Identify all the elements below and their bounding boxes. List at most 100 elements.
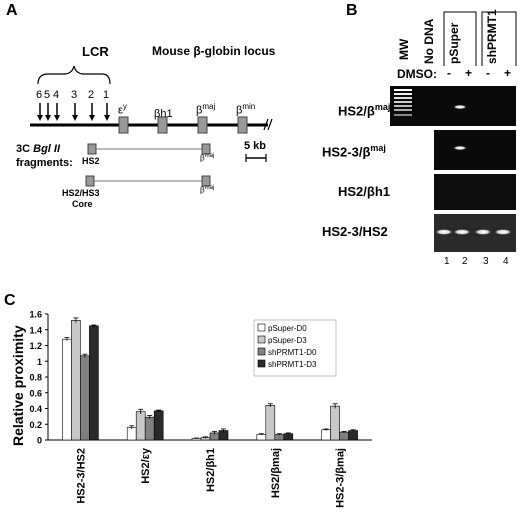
- bar-pSuper-D0-3: [256, 434, 267, 441]
- hs-number-5: 5: [44, 89, 51, 101]
- legend-label: shPRMT1-D3: [268, 360, 317, 369]
- category-label-1: HS2/εy: [140, 447, 152, 484]
- legend-swatch: [257, 335, 266, 344]
- gel-image: [390, 86, 516, 252]
- bar-shPRMT1-D0-3: [274, 434, 285, 441]
- lane-number-1: 1: [444, 256, 450, 267]
- globin-locus-map: [30, 65, 273, 187]
- bar-pSuper-D3-1: [135, 411, 146, 441]
- lcr-brace: [37, 65, 111, 85]
- fragment1-left-label: HS2: [82, 156, 100, 166]
- gel-band-row4-lane4: [494, 229, 512, 235]
- hs-arrow-head: [104, 115, 110, 121]
- category-label-3: HS2/βmaj: [270, 448, 282, 498]
- legend-label: shPRMT1-D0: [268, 348, 317, 357]
- legend-label: pSuper-D3: [268, 336, 307, 345]
- legend-swatch: [257, 359, 266, 368]
- y-tick-label: 0.6: [29, 388, 42, 398]
- scale-label: 5 kb: [244, 140, 267, 152]
- bar-pSuper-D3-3: [265, 405, 276, 441]
- gel-row-label-3: HS2/βh1: [338, 184, 391, 199]
- gene-box-bmin: [237, 116, 248, 134]
- category-label-2: HS2/βh1: [205, 448, 217, 492]
- gene-label-ey: εy: [118, 102, 127, 117]
- psuper-bracket: [443, 11, 477, 66]
- hs-arrow-head: [45, 115, 51, 121]
- fragment2-right-box: [201, 175, 211, 187]
- fragment1-right-label: βmaj: [200, 153, 215, 163]
- bar-shPRMT1-D3-4: [348, 430, 358, 441]
- hs-arrow-head: [37, 115, 43, 121]
- legend-swatch: [257, 323, 266, 332]
- panel-letter-b: B: [346, 2, 358, 19]
- hs-number-2: 2: [88, 89, 95, 101]
- legend-label: pSuper-D0: [268, 324, 307, 333]
- hs-arrow-head: [72, 115, 78, 121]
- shprmt1-bracket: [481, 11, 517, 66]
- dmso-sign-3: -: [486, 66, 490, 80]
- gel-band-row4-lane1: [435, 229, 453, 235]
- legend-swatch: [257, 347, 266, 356]
- bar-shPRMT1-D0-1: [144, 416, 155, 441]
- gel-row-label-1: HS2/βmaj: [338, 102, 391, 119]
- line-break-mark: [263, 118, 269, 131]
- y-tick-label: 0.2: [29, 420, 42, 430]
- fragments-label-line1: 3C Bgl II: [16, 143, 61, 155]
- dmso-sign-4: +: [504, 66, 512, 80]
- gene-box-bmaj: [197, 116, 208, 134]
- y-tick-label: 0.8: [29, 373, 42, 383]
- fragment2-left-label-line1: HS2/HS3: [62, 188, 100, 198]
- y-tick-label: 1.4: [29, 325, 42, 335]
- legend-box: [253, 319, 337, 377]
- panel-letter-c: C: [4, 292, 16, 309]
- lane-number-2: 2: [462, 256, 468, 267]
- category-label-0: HS2-3/HS2: [75, 448, 87, 504]
- gel-panel-row2: [434, 130, 516, 170]
- bar-pSuper-D0-1: [126, 427, 137, 441]
- line-break-mark: [267, 118, 273, 131]
- gel-band-row2-lane2: [453, 145, 467, 151]
- bar-shPRMT1-D0-4: [339, 431, 349, 441]
- panel-letter-a: A: [6, 2, 18, 19]
- fragment2-right-label: βmaj: [200, 185, 215, 195]
- bar-shPRMT1-D3-0: [89, 325, 99, 441]
- hs-number-3: 3: [71, 89, 78, 101]
- bar-pSuper-D3-4: [330, 405, 340, 441]
- category-label-4: HS2-3/βmaj: [335, 448, 347, 508]
- hs-arrow-head: [89, 115, 95, 121]
- bar-pSuper-D0-0: [62, 338, 72, 441]
- bar-shPRMT1-D3-1: [153, 410, 164, 441]
- hs-arrows: [37, 103, 110, 121]
- locus-title: Mouse β-globin locus: [152, 44, 276, 58]
- mw-ladder: [394, 89, 412, 116]
- hs-number-4: 4: [53, 89, 60, 101]
- fragment2-left-label-line2: Core: [72, 199, 93, 209]
- gel-band-row4-lane3: [474, 229, 492, 235]
- gene-label-bmaj: βmaj: [196, 102, 216, 117]
- gene-label-bh1: βh1: [154, 108, 173, 120]
- hs-number-1: 1: [103, 89, 110, 101]
- fragment1-right-box: [201, 143, 211, 155]
- lane-number-3: 3: [483, 256, 489, 267]
- fragments-label-line2: fragments:: [16, 157, 73, 169]
- y-tick-label: 1.2: [29, 341, 42, 351]
- y-tick-label: 1.6: [29, 310, 42, 320]
- lane-group-brackets: [443, 11, 517, 66]
- gel-panel-row3: [434, 174, 516, 210]
- gene-box-bh1: [157, 116, 168, 134]
- bar-shPRMT1-D3-3: [283, 433, 294, 441]
- y-tick-label: 1: [37, 357, 42, 367]
- gene-box-ey: [118, 116, 129, 134]
- gel-band-row1-lane2: [453, 104, 467, 110]
- bar-pSuper-D0-4: [321, 429, 331, 441]
- bar-shPRMT1-D0-0: [80, 355, 90, 441]
- y-tick-label: 0.4: [29, 404, 42, 414]
- dmso-label: DMSO:: [397, 67, 437, 81]
- hs-arrow-head: [54, 115, 60, 121]
- dmso-sign-2: +: [465, 66, 473, 80]
- lane-number-4: 4: [503, 256, 509, 267]
- lcr-label: LCR: [82, 44, 109, 59]
- gel-band-row4-lane2: [453, 229, 471, 235]
- gel-row-label-2: HS2-3/βmaj: [322, 143, 386, 160]
